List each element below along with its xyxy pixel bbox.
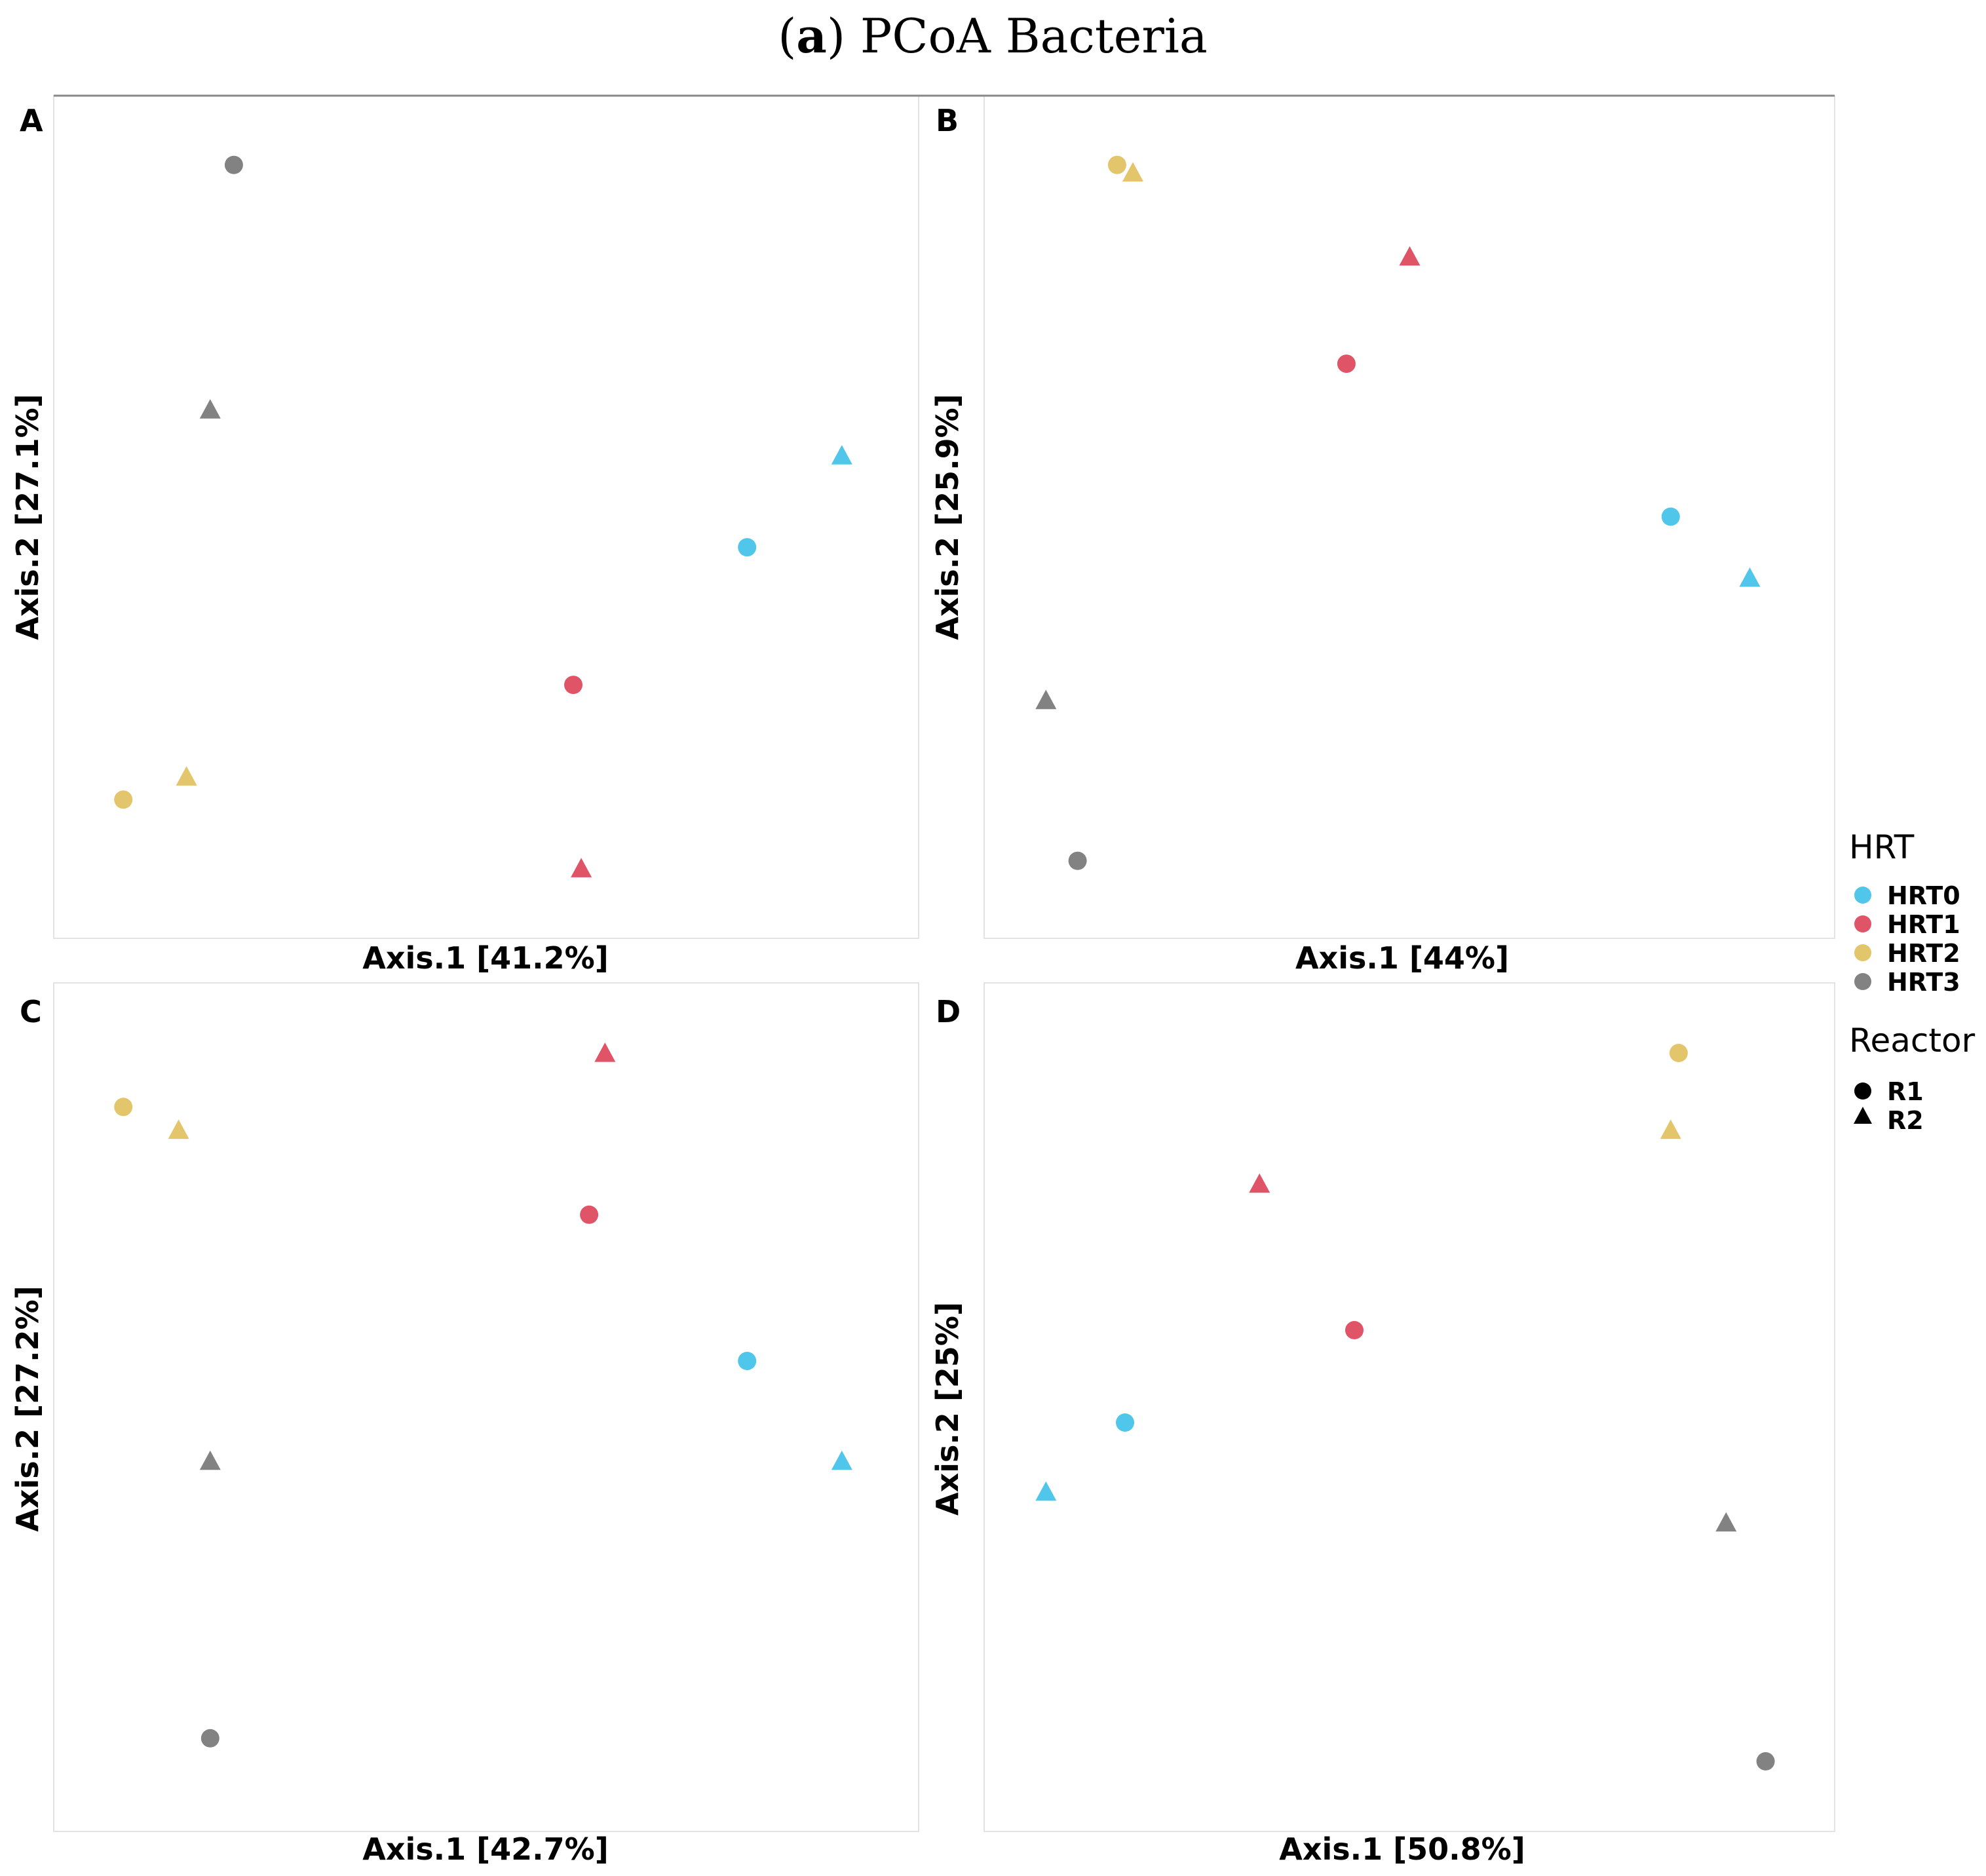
- legend-hrt-title: HRT: [1849, 828, 1915, 866]
- point-c-hrt3-r2: [199, 1450, 221, 1470]
- legend-r2-swatch: [1854, 1107, 1872, 1124]
- legend-hrt0-label: HRT0: [1887, 881, 1960, 910]
- point-d-hrt1-r2: [1249, 1173, 1270, 1193]
- panel-c-letter: C: [20, 994, 42, 1029]
- point-a-hrt2-r2: [176, 766, 197, 786]
- point-a-hrt2-r1: [114, 790, 133, 809]
- legend-r1-swatch: [1854, 1082, 1871, 1100]
- point-a-hrt0-r2: [831, 445, 852, 465]
- panel-c-points: [114, 1043, 852, 1748]
- figure-title-letter: a: [796, 8, 827, 64]
- point-c-hrt0-r1: [738, 1352, 757, 1370]
- point-a-hrt3-r1: [224, 155, 243, 174]
- legend-hrt0-swatch: [1854, 887, 1871, 904]
- panel-a: A Axis.1 [41.2%] Axis.2 [27.1%]: [10, 94, 919, 976]
- point-b-hrt2-r2: [1122, 162, 1143, 182]
- point-c-hrt1-r1: [580, 1205, 599, 1224]
- legend: HRT HRT0 HRT1 HRT2 HRT3 Reactor R1 R2: [1849, 828, 1976, 1135]
- point-d-hrt2-r2: [1660, 1119, 1681, 1139]
- panel-a-border: [53, 95, 919, 939]
- panel-b-ylabel: Axis.2 [25.9%]: [930, 394, 965, 640]
- legend-hrt3-swatch: [1854, 973, 1871, 990]
- panel-d-points: [1035, 1044, 1775, 1771]
- figure-title: (a) PCoA Bacteria: [778, 8, 1208, 64]
- point-a-hrt0-r1: [738, 538, 757, 557]
- legend-hrt3-label: HRT3: [1887, 968, 1960, 997]
- figure-title-rest: ) PCoA Bacteria: [827, 9, 1208, 64]
- legend-r1-label: R1: [1887, 1077, 1924, 1106]
- panel-d-ylabel: Axis.2 [25%]: [930, 1302, 965, 1516]
- point-c-hrt2-r1: [114, 1098, 133, 1117]
- point-a-hrt1-r2: [571, 858, 592, 877]
- panel-c-border: [53, 982, 919, 1832]
- panel-a-ylabel: Axis.2 [27.1%]: [10, 394, 45, 640]
- panel-b-border: [983, 95, 1835, 939]
- point-b-hrt3-r2: [1035, 689, 1057, 710]
- legend-hrt1-swatch: [1854, 915, 1871, 932]
- panel-a-letter: A: [20, 103, 43, 138]
- point-b-hrt1-r2: [1399, 246, 1421, 266]
- point-d-hrt2-r1: [1669, 1044, 1688, 1062]
- point-b-hrt3-r1: [1068, 851, 1087, 870]
- point-b-hrt1-r1: [1337, 354, 1356, 373]
- legend-hrt2-label: HRT2: [1887, 939, 1960, 968]
- panel-d-border: [983, 982, 1835, 1832]
- panel-d: D Axis.1 [50.8%] Axis.2 [25%]: [930, 982, 1835, 1867]
- point-d-hrt1-r1: [1345, 1321, 1364, 1339]
- legend-reactor-title: Reactor: [1849, 1022, 1976, 1060]
- point-d-hrt3-r2: [1715, 1512, 1737, 1532]
- panel-b-letter: B: [936, 103, 959, 138]
- panel-d-xlabel: Axis.1 [50.8%]: [1279, 1831, 1525, 1867]
- point-c-hrt2-r2: [168, 1119, 189, 1139]
- point-b-hrt2-r1: [1107, 155, 1126, 174]
- panel-d-letter: D: [936, 994, 961, 1029]
- point-b-hrt0-r2: [1739, 567, 1761, 587]
- panel-c: C Axis.1 [42.7%] Axis.2 [27.2%]: [10, 982, 919, 1867]
- point-a-hrt3-r2: [199, 399, 221, 419]
- point-c-hrt0-r2: [831, 1450, 852, 1470]
- point-c-hrt1-r2: [594, 1043, 616, 1062]
- point-c-hrt3-r1: [201, 1729, 220, 1748]
- panel-b: B Axis.1 [44%] Axis.2 [25.9%]: [919, 94, 1835, 976]
- point-d-hrt0-r1: [1116, 1413, 1134, 1432]
- panel-a-points: [114, 155, 852, 877]
- panel-b-points: [1035, 155, 1761, 870]
- panel-b-xlabel: Axis.1 [44%]: [1295, 940, 1509, 976]
- point-d-hrt0-r2: [1035, 1481, 1057, 1501]
- point-b-hrt0-r1: [1661, 507, 1680, 526]
- panel-c-ylabel: Axis.2 [27.2%]: [10, 1286, 45, 1532]
- panel-c-xlabel: Axis.1 [42.7%]: [362, 1831, 609, 1867]
- legend-hrt1-label: HRT1: [1887, 910, 1960, 939]
- panel-a-xlabel: Axis.1 [41.2%]: [362, 940, 609, 976]
- legend-r2-label: R2: [1887, 1106, 1924, 1135]
- legend-hrt2-swatch: [1854, 944, 1871, 961]
- point-d-hrt3-r1: [1756, 1752, 1775, 1771]
- figure-title-prefix: (: [778, 9, 796, 64]
- point-a-hrt1-r1: [564, 676, 582, 695]
